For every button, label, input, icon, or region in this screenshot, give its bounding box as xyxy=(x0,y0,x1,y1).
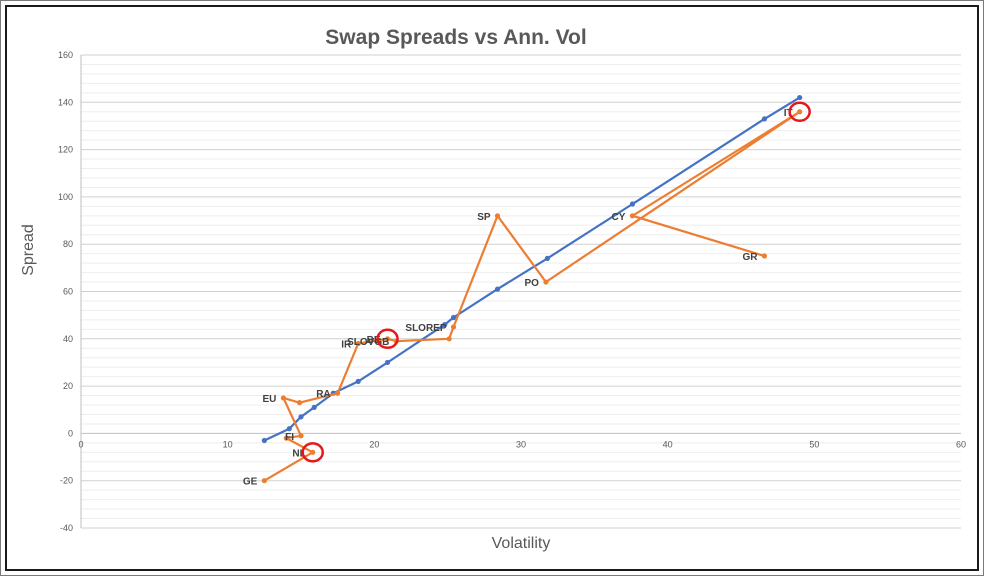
fitted-data-point xyxy=(761,116,768,122)
actual-data-point xyxy=(296,400,303,406)
y-axis-title: Spread xyxy=(20,224,37,276)
actual-data-point xyxy=(310,449,316,455)
x-tick-label: 30 xyxy=(516,439,526,449)
y-tick-label: 20 xyxy=(63,381,73,391)
actual-data-point xyxy=(355,340,361,347)
fitted-data-point xyxy=(450,314,457,321)
actual-data-point xyxy=(543,279,549,285)
actual-data-point xyxy=(450,324,457,330)
actual-data-point xyxy=(629,213,636,219)
y-tick-label: 100 xyxy=(58,192,73,202)
actual-data-point xyxy=(797,109,803,115)
gridlines xyxy=(81,54,961,529)
chart-title: Swap Spreads vs Ann. Vol xyxy=(325,26,586,49)
point-label-be: BE xyxy=(367,335,381,346)
point-label-po: PO xyxy=(524,278,539,289)
fitted-data-point xyxy=(494,286,501,292)
actual-data-point xyxy=(261,478,267,484)
point-label-gr: GR xyxy=(742,252,758,263)
actual-data-point xyxy=(446,336,452,342)
fitted-data-point xyxy=(629,201,636,207)
y-tick-label: -20 xyxy=(60,476,73,486)
actual-data-point xyxy=(384,336,391,342)
actual-data-point xyxy=(761,253,768,259)
actual-data-point xyxy=(494,213,501,219)
fitted-data-point xyxy=(298,414,304,420)
fitted-data-point xyxy=(384,359,391,366)
point-label-it: IT xyxy=(784,108,793,119)
fitted-data-point xyxy=(286,426,292,432)
fitted-data-point xyxy=(797,94,803,101)
fitted-data-point xyxy=(261,437,267,444)
x-tick-label: 50 xyxy=(809,439,819,449)
series xyxy=(261,94,803,484)
actual-data-point xyxy=(280,395,286,401)
x-tick-label: 10 xyxy=(223,439,233,449)
x-axis-title: Volatility xyxy=(492,535,551,552)
point-label-eu: EU xyxy=(262,394,276,405)
y-tick-label: -40 xyxy=(60,523,73,533)
x-tick-label: 60 xyxy=(956,439,966,449)
fitted-data-point xyxy=(311,404,317,410)
x-tick-label: 0 xyxy=(78,439,83,449)
point-label-nl: NL xyxy=(292,448,305,459)
actual-data-point xyxy=(298,433,304,439)
highlight-circles xyxy=(301,101,811,463)
actual-series-line xyxy=(263,110,801,482)
y-tick-label: 40 xyxy=(63,334,73,344)
x-tick-label: 40 xyxy=(663,439,673,449)
y-tick-label: 140 xyxy=(58,97,73,107)
y-tick-label: 160 xyxy=(58,50,73,60)
point-label-fi: FI xyxy=(285,432,294,443)
actual-data-point xyxy=(283,435,289,441)
highlight-circle-nl xyxy=(301,442,324,463)
point-label-ge: GE xyxy=(243,477,258,488)
highlight-circle-it xyxy=(788,101,811,123)
chart-area-border xyxy=(5,5,979,571)
fitted-series-line xyxy=(263,96,801,442)
fitted-data-point xyxy=(442,322,448,328)
y-tick-label: 120 xyxy=(58,145,73,155)
fitted-data-point xyxy=(544,255,551,261)
point-label-slovgb: SLOVGB xyxy=(347,337,389,348)
highlight-circle-be xyxy=(376,328,399,350)
y-tick-label: 0 xyxy=(68,428,73,438)
x-tick-label: 20 xyxy=(369,439,379,449)
point-label-cy: CY xyxy=(612,212,626,223)
axes: -40 -20 0 20 40 60 80 100 120 140 160 0 10 20 30 40 50 60 xyxy=(58,50,966,533)
actual-data-point xyxy=(335,390,341,396)
point-label-sp: SP xyxy=(477,212,491,223)
y-tick-label: 80 xyxy=(63,239,73,249)
point-label-ir: IR xyxy=(341,340,352,351)
point-label-ra: RA xyxy=(316,389,330,400)
point-label-slorep: SLOREP xyxy=(405,323,446,334)
fitted-data-point xyxy=(355,378,361,384)
y-tick-label: 60 xyxy=(63,287,73,297)
